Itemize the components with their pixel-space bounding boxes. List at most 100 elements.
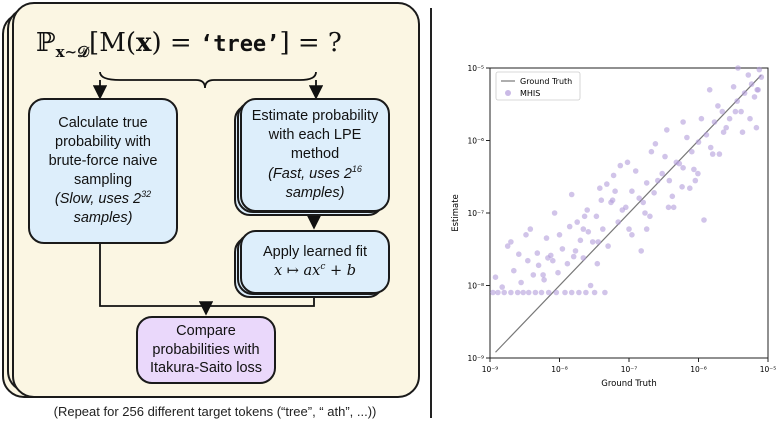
data-point [756, 66, 763, 73]
x-tick-label: 10⁻⁶ [690, 365, 707, 374]
data-point [581, 213, 588, 220]
data-point [723, 124, 729, 131]
data-point [492, 274, 499, 281]
data-point [629, 188, 635, 194]
data-point [562, 289, 568, 296]
chart-legend: Ground Truth MHIS [495, 71, 581, 101]
fit-formula: x ↦ axc + b [273, 262, 357, 279]
data-point [695, 139, 702, 145]
data-point [680, 119, 686, 125]
data-point [568, 191, 575, 198]
data-point [600, 226, 606, 232]
scatter-chart: 10⁻⁹ 10⁻⁸ 10⁻⁷ 10⁻⁶ 10⁻⁵ 10⁻⁹ 10⁻⁸ 10⁻⁷ 10⁻⁶ 10⁻⁵… [451, 64, 776, 389]
data-point [711, 119, 718, 125]
data-point [669, 193, 676, 200]
data-point [689, 148, 695, 155]
data-point [604, 181, 610, 187]
data-point [504, 243, 511, 249]
data-point [490, 289, 496, 296]
data-point [617, 162, 624, 169]
data-point [532, 289, 539, 296]
data-point [692, 177, 699, 184]
data-point [647, 213, 653, 220]
brute-force-note-cont: samples) [73, 210, 133, 227]
data-point [564, 260, 571, 267]
data-point [527, 226, 534, 232]
data-point [530, 272, 537, 278]
data-point [525, 257, 531, 264]
data-point [638, 248, 644, 254]
data-point [508, 239, 514, 245]
data-point [587, 282, 594, 289]
data-point [499, 284, 505, 290]
y-tick-label: 10⁻⁸ [467, 282, 484, 291]
data-point [580, 226, 587, 232]
legend-box [495, 71, 581, 101]
compare-line1: Compare [176, 322, 236, 339]
data-point [642, 210, 648, 216]
data-point [715, 103, 721, 109]
data-point [543, 235, 550, 241]
data-point [619, 207, 626, 213]
data-point [652, 141, 659, 147]
data-point [550, 257, 556, 264]
data-point [574, 219, 580, 225]
data-point [605, 243, 611, 249]
legend-label-ground-truth: Ground Truth [520, 77, 572, 86]
data-point [676, 160, 683, 167]
estimate-note: (Fast, uses 216 [268, 164, 362, 182]
data-point [629, 232, 635, 238]
y-tick-label: 10⁻⁷ [467, 209, 484, 218]
probability-formula: ℙx∼𝒟[M(x) = ‘tree’] = ? [36, 28, 342, 61]
data-point [691, 166, 697, 173]
data-point [716, 151, 723, 157]
data-point [501, 289, 507, 296]
data-point [583, 289, 589, 296]
data-point [610, 172, 617, 179]
data-point [751, 94, 758, 100]
data-point [572, 248, 579, 254]
data-point [624, 159, 631, 166]
compare-box: Compare probabilities with Itakura-Saito… [136, 316, 276, 384]
data-point [577, 237, 584, 244]
data-point [666, 177, 673, 184]
data-point [665, 204, 672, 211]
estimate-box: Estimate probability with each LPE metho… [240, 98, 390, 212]
compare-line2: probabilities with [152, 341, 260, 358]
data-point [739, 129, 746, 135]
data-point [687, 185, 693, 191]
data-point [632, 168, 639, 174]
data-point [643, 226, 650, 232]
data-point [576, 289, 582, 296]
data-point [551, 210, 558, 216]
data-point [662, 153, 668, 160]
data-point [584, 207, 590, 213]
data-point [514, 289, 521, 296]
legend-point-swatch [505, 90, 511, 96]
x-tick-label: 10⁻⁹ [482, 365, 499, 374]
data-point [636, 195, 642, 201]
data-point [695, 170, 701, 177]
data-point [748, 81, 755, 87]
data-point [555, 269, 561, 276]
data-point [495, 289, 501, 296]
data-point [556, 232, 563, 238]
data-point [580, 255, 587, 261]
flow-connectors [92, 71, 324, 316]
brute-force-note: (Slow, uses 232 [54, 189, 152, 208]
data-point [593, 213, 600, 220]
data-point [701, 217, 707, 223]
estimate-line3: method [290, 146, 340, 163]
data-point [553, 289, 560, 296]
brute-force-line4: sampling [73, 171, 133, 188]
y-tick-label: 10⁻⁶ [467, 137, 484, 146]
data-point [651, 190, 657, 196]
estimate-note-cont: samples) [285, 184, 345, 201]
panel-divider [430, 8, 432, 418]
data-point [615, 219, 621, 225]
data-point [566, 223, 573, 230]
data-point [545, 255, 551, 261]
data-point [726, 115, 733, 122]
data-point [523, 232, 529, 238]
reference-line [495, 74, 762, 353]
